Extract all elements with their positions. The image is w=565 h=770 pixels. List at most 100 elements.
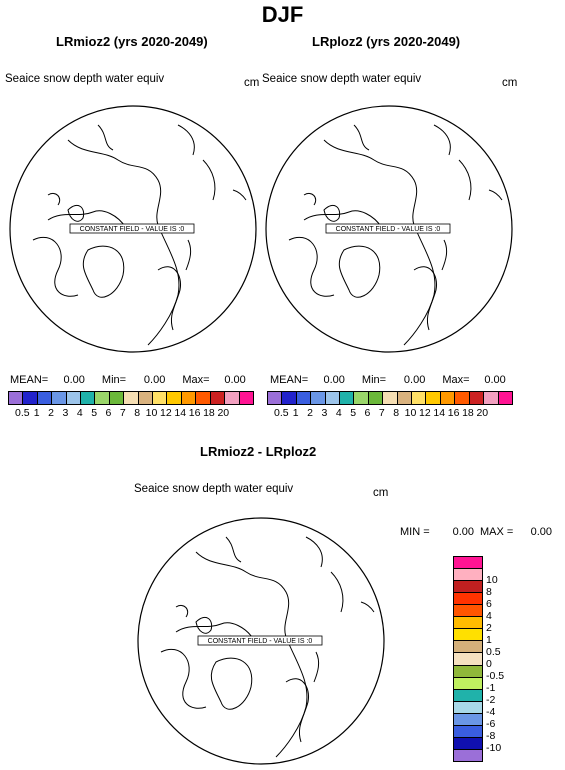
colorbar-tick-label: 6 [105,407,112,419]
colorbar-tick-label: 2 [48,407,54,419]
panel3-field-label: Seaice snow depth water equiv [134,483,294,495]
colorbar-tick-label: 10 [145,407,158,419]
colorbar-swatch [311,392,326,404]
colorbar-tick-label: 14 [174,407,187,419]
panel1-units: cm [244,77,260,89]
colorbar-tick-label: -10 [486,742,502,754]
colorbar-tick-label: 20 [476,407,489,419]
colorbar-swatch [454,640,482,653]
colorbar-swatch [340,392,355,404]
colorbar-swatch [66,392,82,404]
panel1-colorbar [8,391,254,405]
colorbar-tick-label: -4 [486,706,496,718]
panel3-polar-map: CONSTANT FIELD - VALUE IS :0 [137,517,385,765]
colorbar-swatch [368,392,384,404]
panel2-constant-label: CONSTANT FIELD - VALUE IS :0 [336,226,441,233]
colorbar-swatch [282,392,297,404]
colorbar-tick-label: 8 [486,586,492,598]
colorbar-tick-label: 5 [91,407,98,419]
figure-title: DJF [261,2,304,27]
colorbar-swatch [37,392,53,404]
colorbar-swatch [124,392,139,404]
colorbar-tick-label: 14 [433,407,446,419]
colorbar-swatch [454,556,482,568]
colorbar-swatch [225,392,240,404]
colorbar-swatch [454,652,482,665]
colorbar-swatch [426,392,441,404]
colorbar-tick-label: 10 [486,574,498,586]
panel3-units: cm [373,487,389,499]
colorbar-swatch [454,592,482,605]
colorbar-tick-label: 8 [393,407,400,419]
colorbar-tick-label: -0.5 [486,670,505,682]
colorbar-tick-label: 12 [419,407,431,419]
colorbar-swatch [138,392,154,404]
colorbar-swatch [23,392,38,404]
colorbar-tick-label: 3 [321,407,328,419]
colorbar-swatch [484,392,499,404]
colorbar-tick-label: 16 [188,407,201,419]
colorbar-swatch [454,688,482,701]
diff-colorbar [453,556,483,762]
colorbar-swatch [454,700,482,713]
colorbar-tick-label: -8 [486,730,496,742]
colorbar-tick-label: 0 [486,658,492,670]
colorbar-tick-label: 0.5 [15,407,30,419]
panel2-colorbar [267,391,513,405]
colorbar-swatch [167,392,182,404]
colorbar-tick-label: -2 [486,694,496,706]
panel2-field-label: Seaice snow depth water equiv [262,73,422,85]
colorbar-swatch [454,748,482,761]
colorbar-tick-label: 16 [447,407,460,419]
colorbar-swatch [109,392,125,404]
colorbar-swatch [454,664,482,677]
colorbar-tick-label: 18 [203,407,215,419]
colorbar-tick-label: 7 [119,407,126,419]
colorbar-swatch [268,392,283,404]
colorbar-tick-label: 4 [335,407,342,419]
colorbar-swatch [454,616,482,629]
colorbar-tick-label: 18 [462,407,474,419]
colorbar-swatch [196,392,211,404]
colorbar-tick-label: 10 [404,407,417,419]
colorbar-swatch [454,676,482,689]
colorbar-tick-label: -6 [486,718,496,730]
colorbar-swatch [440,392,456,404]
colorbar-swatch [210,392,226,404]
panel2-units: cm [502,77,518,89]
colorbar-swatch [383,392,398,404]
colorbar-tick-label: -1 [486,682,496,694]
colorbar-tick-label: 20 [217,407,230,419]
colorbar-swatch [52,392,67,404]
colorbar-tick-label: 2 [307,407,313,419]
colorbar-swatch [9,392,24,404]
colorbar-tick-label: 6 [486,598,492,610]
colorbar-swatch [412,392,427,404]
colorbar-tick-label: 6 [364,407,371,419]
panel1-constant-label: CONSTANT FIELD - VALUE IS :0 [80,226,185,233]
colorbar-swatch [354,392,369,404]
colorbar-swatch [454,736,482,749]
colorbar-swatch [454,724,482,737]
panel3-title: LRmioz2 - LRploz2 [200,444,317,459]
panel2-title: LRploz2 (yrs 2020-2049) [312,34,461,49]
colorbar-swatch [454,628,482,641]
colorbar-tick-label: 0.5 [274,407,289,419]
colorbar-swatch [325,392,341,404]
colorbar-swatch [455,392,470,404]
colorbar-swatch [454,604,482,617]
panel3-stats: MIN = 0.00 MAX = 0.00 [400,526,552,538]
colorbar-swatch [296,392,312,404]
colorbar-swatch [239,392,253,404]
diff-colorbar-labels: -10 -8 -6 -4 -2 -1 -0.5 0 0.5 1 2 4 6 8 10 [486,556,526,760]
colorbar-swatch [469,392,485,404]
panel2-polar-map: CONSTANT FIELD - VALUE IS :0 [265,105,513,353]
colorbar-swatch [81,392,96,404]
colorbar-tick-label: 2 [486,622,492,634]
panel3-constant-label: CONSTANT FIELD - VALUE IS :0 [208,638,313,645]
colorbar-swatch [454,580,482,593]
colorbar-tick-label: 12 [160,407,172,419]
colorbar-tick-label: 1 [486,634,492,646]
colorbar-swatch [498,392,512,404]
colorbar-tick-label: 7 [378,407,385,419]
